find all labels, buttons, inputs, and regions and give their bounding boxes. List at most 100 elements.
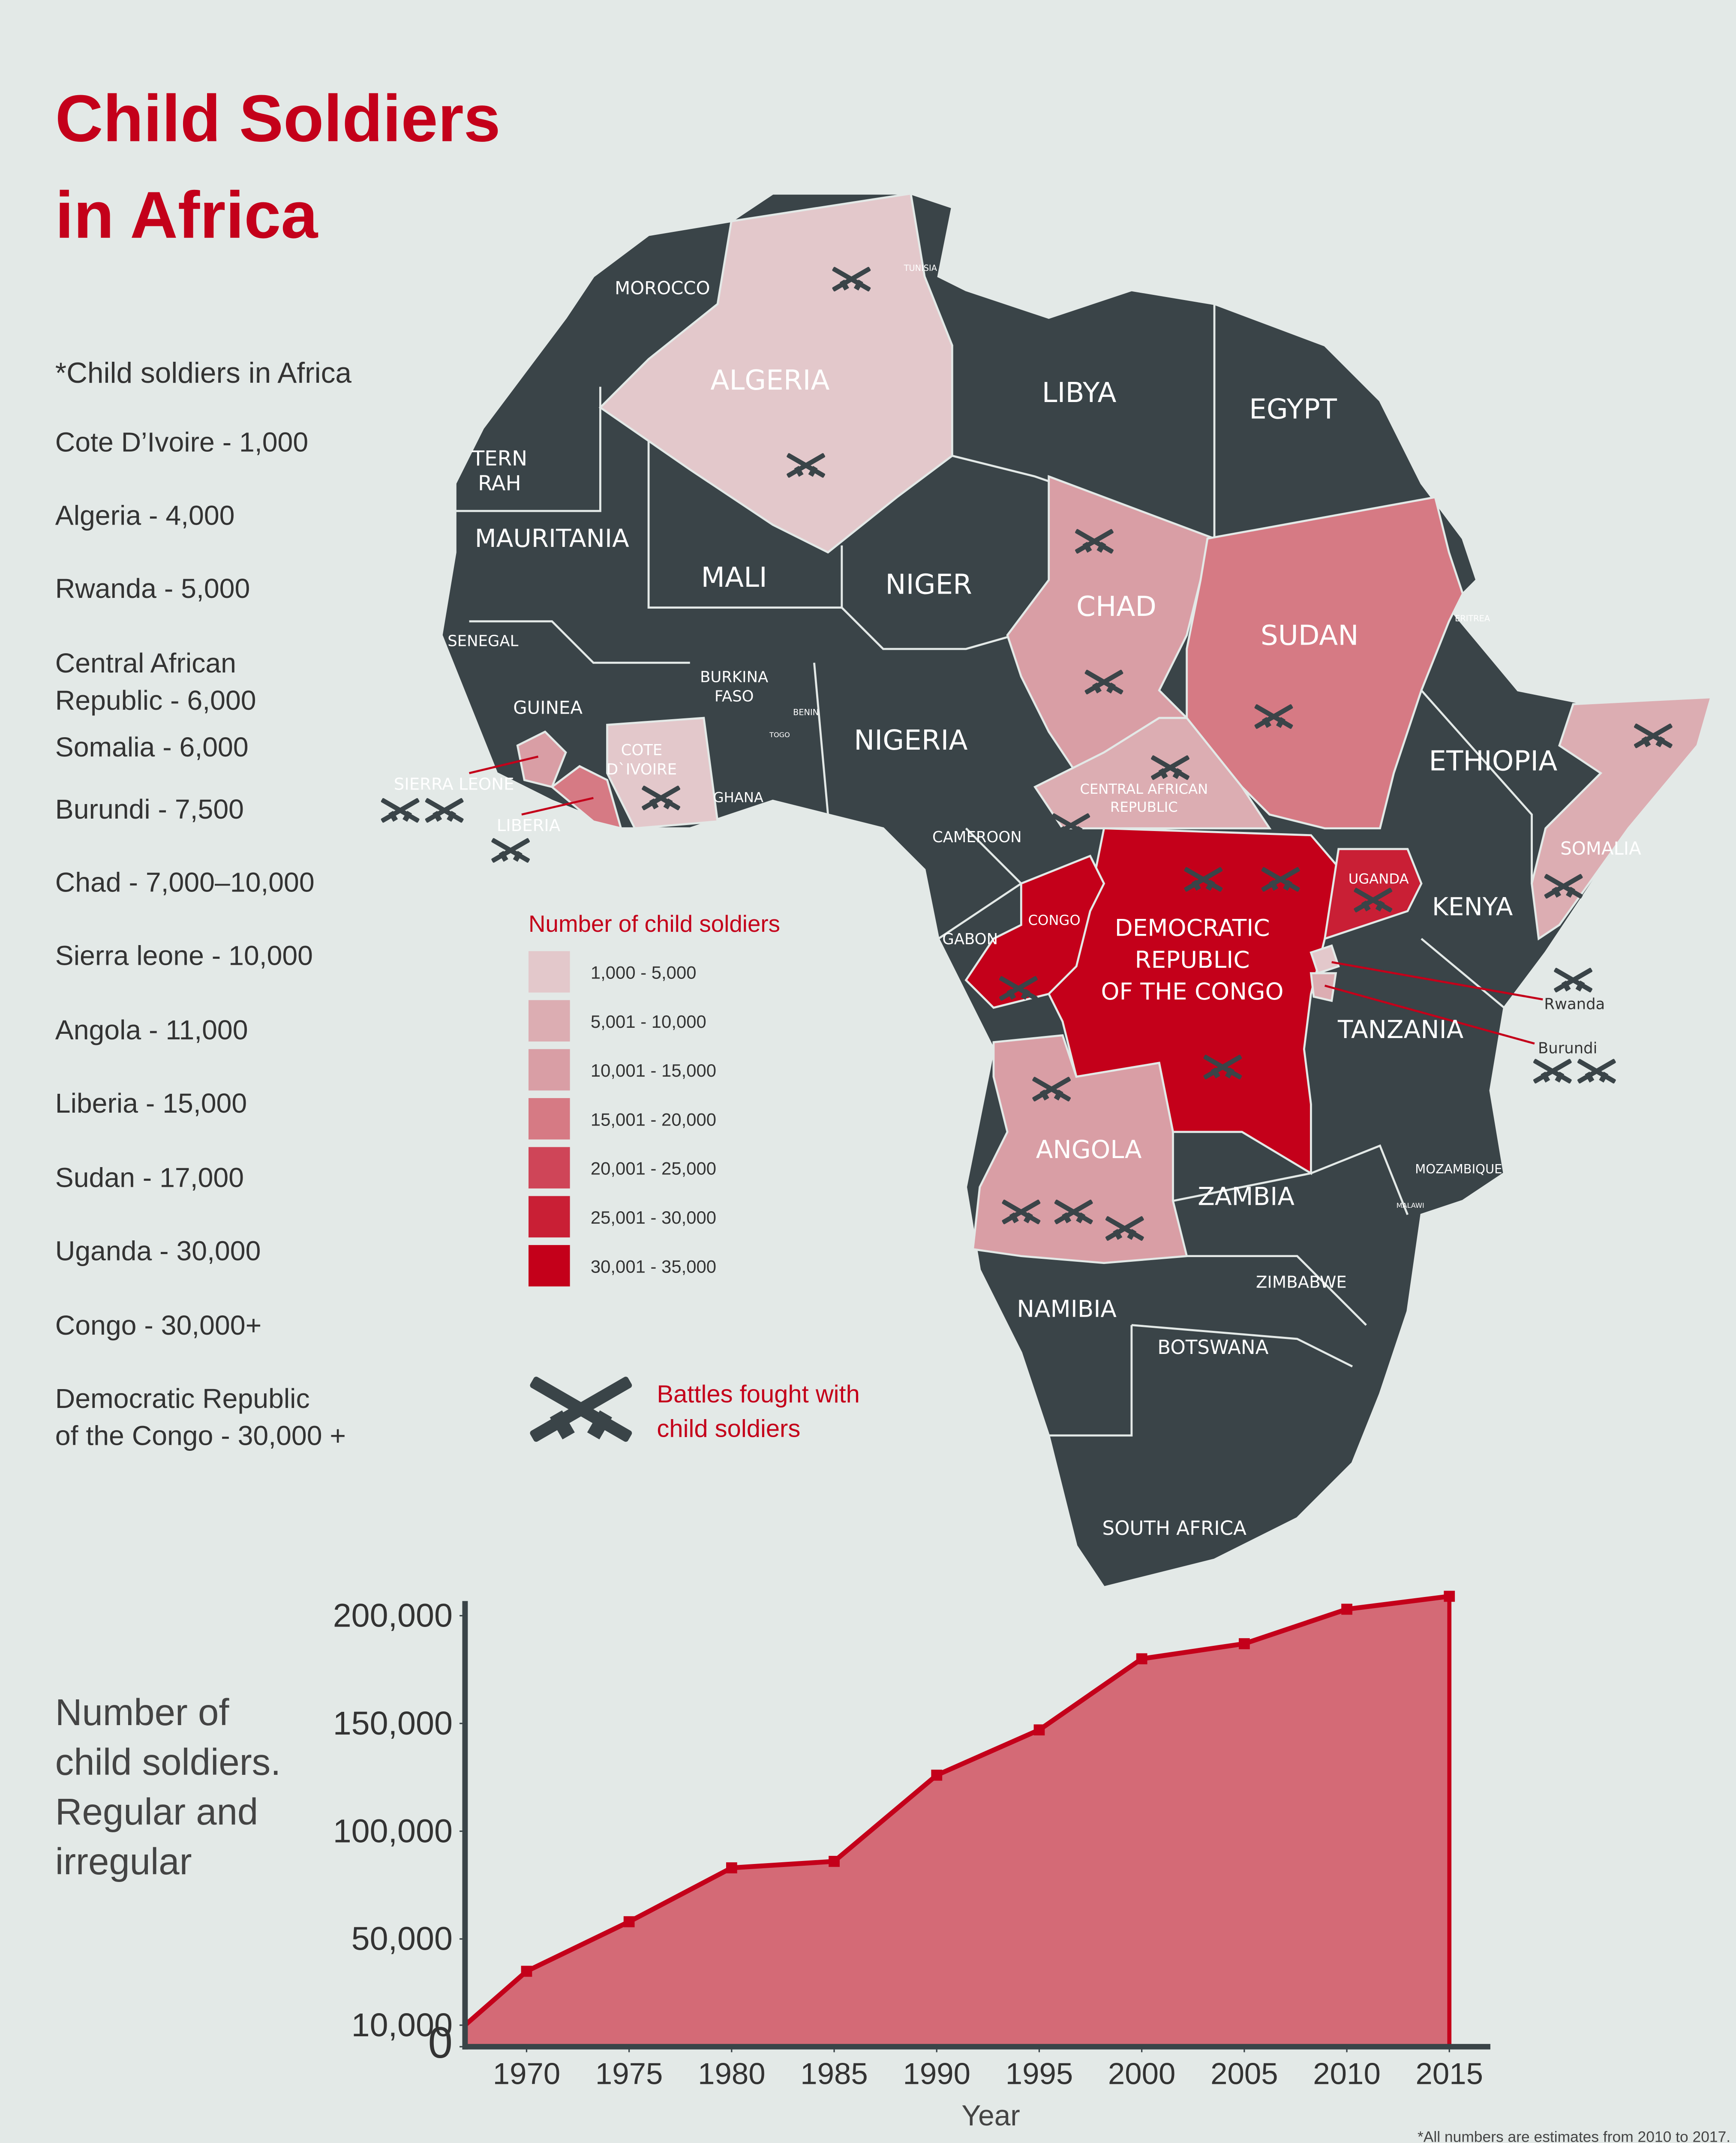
country-rwanda xyxy=(1310,944,1340,975)
footnote: *All numbers are estimates from 2010 to … xyxy=(1418,2128,1730,2143)
y-tick-label: 150,000 xyxy=(333,1705,453,1742)
list-item: Sudan - 17,000 xyxy=(55,1162,244,1193)
country-label: TOGO xyxy=(769,731,790,739)
country-label: ALGERIA xyxy=(710,364,829,396)
country-label: FASO xyxy=(715,687,754,705)
legend-label: 5,001 - 10,000 xyxy=(591,1011,706,1032)
point xyxy=(1136,1653,1147,1665)
legend-swatch xyxy=(529,1196,570,1238)
country-label: GUINEA xyxy=(513,697,583,718)
legend-label: 20,001 - 25,000 xyxy=(591,1159,716,1179)
country-liberia xyxy=(550,765,623,830)
legend-title: Number of child soldiers xyxy=(529,910,780,937)
y-axis-label: Regular and xyxy=(55,1791,258,1833)
country-label: MALI xyxy=(701,561,767,594)
legend-swatch xyxy=(529,1245,570,1287)
legend-label: 15,001 - 20,000 xyxy=(591,1109,716,1129)
country-label: BURKINA xyxy=(700,668,768,686)
country-angola xyxy=(972,1034,1188,1264)
list-item: Uganda - 30,000 xyxy=(55,1235,261,1266)
list-item: Republic - 6,000 xyxy=(55,685,256,716)
country-label: ERITREA xyxy=(1455,614,1490,624)
country-label: BOTSWANA xyxy=(1157,1336,1268,1359)
country-label: GABON xyxy=(942,930,998,948)
y-axis-label: Number of xyxy=(55,1692,230,1733)
country-label: TANZANIA xyxy=(1337,1015,1464,1044)
legend-label: 30,001 - 35,000 xyxy=(591,1256,716,1276)
legend-label: 1,000 - 5,000 xyxy=(591,963,697,983)
legend-swatch xyxy=(529,951,570,993)
title-line: in Africa xyxy=(55,178,318,252)
country-label: SOMALIA xyxy=(1560,838,1641,859)
callout-lines xyxy=(469,755,1543,1045)
list-item: Chad - 7,000–10,000 xyxy=(55,867,315,898)
country-label: ETHIOPIA xyxy=(1429,745,1557,777)
x-tick-label: 1995 xyxy=(1006,2057,1073,2091)
country-burundi xyxy=(1310,972,1337,1002)
list-item: Algeria - 4,000 xyxy=(55,500,235,531)
x-tick-label: 2005 xyxy=(1210,2057,1278,2091)
legend-swatch xyxy=(529,1049,570,1091)
list-item: Central African xyxy=(55,648,236,678)
x-tick-label: 1970 xyxy=(493,2057,561,2091)
list-item: Rwanda - 5,000 xyxy=(55,573,250,604)
list-item: Burundi - 7,500 xyxy=(55,794,244,825)
borders xyxy=(455,304,1533,1437)
country-label: NIGER xyxy=(885,568,972,600)
country-label: Burundi xyxy=(1538,1039,1597,1057)
legend-label: 10,001 - 15,000 xyxy=(591,1060,716,1081)
country-label: MALAWI xyxy=(1397,1201,1424,1210)
africa-map xyxy=(440,192,1713,1589)
x-tick-label: 1980 xyxy=(698,2057,766,2091)
country-label: MOROCCO xyxy=(615,278,710,299)
country-label: MOZAMBIQUE xyxy=(1415,1162,1502,1176)
country-sierra-leone xyxy=(516,730,567,788)
point xyxy=(931,1769,943,1781)
country-label: Rwanda xyxy=(1544,995,1605,1013)
legend-swatch xyxy=(529,1098,570,1140)
country-label: NAMIBIA xyxy=(1017,1295,1117,1322)
x-tick-label: 2015 xyxy=(1416,2057,1484,2091)
x-tick-label: 1990 xyxy=(903,2057,970,2091)
country-label: ZAMBIA xyxy=(1198,1182,1294,1211)
battle-legend-text: Battles fought with xyxy=(657,1381,859,1408)
y-tick-label: 50,000 xyxy=(351,1921,453,1957)
area xyxy=(465,1596,1450,2047)
country-label: RAH xyxy=(478,471,521,495)
x-tick-label: 1985 xyxy=(800,2057,868,2091)
country-label: MAURITANIA xyxy=(475,524,629,553)
point xyxy=(1341,1603,1352,1615)
battle-legend-text: child soldiers xyxy=(657,1415,800,1442)
country-label: CONGO xyxy=(1028,912,1081,928)
list-item: Angola - 11,000 xyxy=(55,1014,248,1045)
country-label: GHANA xyxy=(713,789,763,805)
x-tick-label: 2010 xyxy=(1313,2057,1381,2091)
country-uganda xyxy=(1323,848,1423,940)
country-label: REPUBLIC xyxy=(1110,799,1178,815)
point xyxy=(623,1916,635,1927)
title-line: Child Soldiers xyxy=(55,81,501,155)
point xyxy=(1238,1638,1250,1649)
country-label: UGANDA xyxy=(1349,870,1409,887)
list-item: Sierra leone - 10,000 xyxy=(55,940,313,971)
country-label: REPUBLIC xyxy=(1135,946,1250,973)
country-label: LIBERIA xyxy=(497,816,561,835)
y-tick-label: 10,000 xyxy=(351,2007,453,2044)
country-label: SENEGAL xyxy=(448,633,518,650)
y-tick-label: 200,000 xyxy=(333,1597,453,1634)
country-label: CHAD xyxy=(1076,591,1156,623)
country-label: BENIN xyxy=(793,708,819,717)
x-tick-label: 2000 xyxy=(1108,2057,1176,2091)
country-label: LIBYA xyxy=(1042,377,1117,409)
country-label: COTE xyxy=(621,741,663,759)
country-label: ANGOLA xyxy=(1036,1135,1142,1164)
legend-label: 25,001 - 30,000 xyxy=(591,1207,716,1228)
country-label: SIERRA LEONE xyxy=(394,774,514,794)
country-label: NIGERIA xyxy=(854,724,967,756)
point xyxy=(1033,1724,1045,1736)
point xyxy=(829,1856,840,1867)
list-item: Democratic Republic xyxy=(55,1383,310,1414)
country-car xyxy=(1033,717,1272,830)
list-item: Congo - 30,000+ xyxy=(55,1310,261,1341)
